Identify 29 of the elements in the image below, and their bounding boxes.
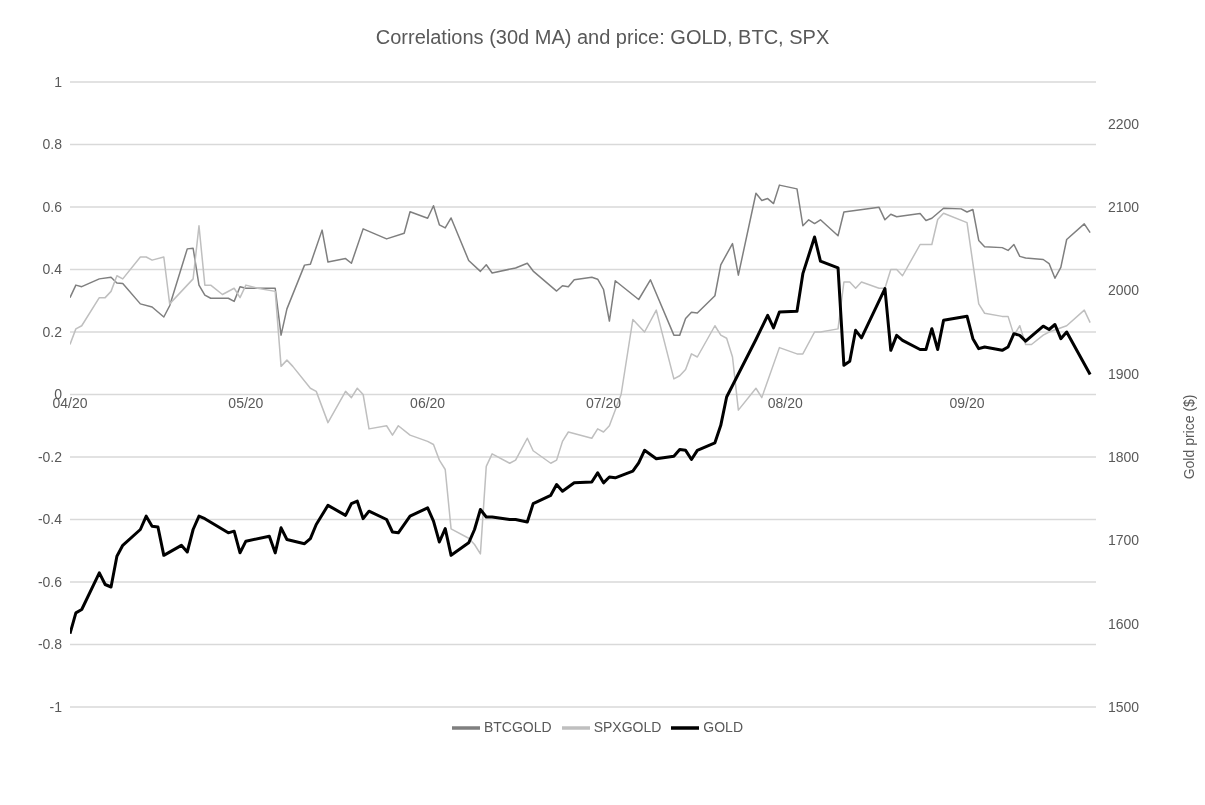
chart-title: Correlations (30d MA) and price: GOLD, BTC, SPX (374, 26, 831, 49)
y2-tick-label: 1800 (1108, 448, 1140, 465)
y-tick-label: 0.8 (42, 136, 63, 153)
x-tick-label: 07/20 (586, 394, 622, 411)
y2-tick-label: 1600 (1108, 615, 1140, 632)
line-series (70, 184, 1091, 336)
y2-tick-label: 1700 (1108, 532, 1140, 549)
y-tick-label: -0.2 (37, 448, 63, 465)
y2-tick-label: 1500 (1108, 698, 1140, 715)
y-tick-label: 0.6 (42, 198, 63, 215)
y-tick-label: -0.8 (37, 636, 63, 653)
x-tick-label: 09/20 (949, 394, 985, 411)
legend-label: BTCGOLD (483, 718, 552, 735)
y-tick-label: -0.6 (37, 573, 63, 590)
y2-tick-label: 2100 (1108, 198, 1140, 215)
x-tick-label: 06/20 (410, 394, 446, 411)
y2-axis-title: Gold price ($) (1180, 394, 1197, 480)
y-tick-label: -1 (49, 698, 63, 715)
legend-label: SPXGOLD (593, 718, 662, 735)
y-tick-label: 1 (54, 73, 63, 90)
x-tick-label: 08/20 (767, 394, 803, 411)
y2-tick-label: 1900 (1108, 365, 1140, 382)
legend-label: GOLD (703, 718, 744, 735)
y2-tick-label: 2000 (1108, 282, 1140, 299)
y2-tick-label: 2200 (1108, 115, 1140, 132)
y-tick-label: -0.4 (37, 511, 63, 528)
y-tick-label: 0.2 (42, 323, 63, 340)
y-tick-label: 0.4 (42, 261, 63, 278)
x-tick-label: 05/20 (228, 394, 264, 411)
